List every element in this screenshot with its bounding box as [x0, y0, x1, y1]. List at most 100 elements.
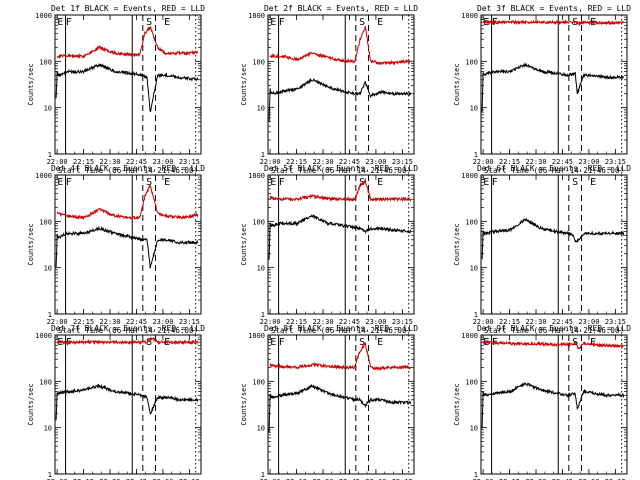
x-tick-label: 22:15	[499, 158, 520, 166]
region-label: S	[359, 17, 365, 28]
region-label: S	[359, 337, 365, 348]
y-tick-label: 1000	[461, 332, 478, 340]
y-tick-label: 100	[252, 58, 265, 66]
x-tick-label: 22:00	[260, 478, 281, 480]
panel-title: Det 2f BLACK = Events, RED = LLD	[264, 4, 418, 13]
x-tick-label: 23:15	[179, 158, 200, 166]
y-tick-label: 1000	[248, 12, 265, 20]
y-tick-label: 10	[257, 105, 265, 113]
lld-series-line	[56, 184, 199, 221]
y-axis-label: Counts/sec	[453, 223, 461, 265]
y-tick-label: 1000	[461, 12, 478, 20]
plot-frame	[267, 14, 415, 155]
region-label: S	[146, 337, 152, 348]
y-axis-label: Counts/sec	[453, 383, 461, 425]
region-label: E	[377, 337, 383, 348]
x-tick-label: 22:00	[260, 158, 281, 166]
panel-title: Det 3f BLACK = Events, RED = LLD	[477, 4, 631, 13]
plot-frame	[54, 334, 202, 475]
x-tick-label: 22:30	[312, 478, 333, 480]
x-tick-label: 22:30	[312, 158, 333, 166]
panel-title: Det 7f BLACK = Events, RED = LLD	[51, 324, 205, 333]
region-label: E	[270, 337, 276, 348]
y-tick-label: 10	[470, 265, 478, 273]
region-label: E	[377, 17, 383, 28]
detector-panel-8: Det 8f BLACK = Events, RED = LLD 1 10 100 10…	[240, 324, 418, 480]
lld-series-line	[482, 19, 625, 26]
region-label: E	[483, 177, 489, 188]
x-axis-label: Start Time (06-Mar-14 21:46:00)	[58, 166, 198, 175]
y-tick-label: 1	[261, 151, 265, 159]
x-tick-label: 22:30	[99, 318, 120, 326]
events-series-line	[481, 62, 625, 113]
x-tick-label: 23:00	[365, 318, 386, 326]
region-label: F	[279, 17, 285, 28]
lld-series-line	[56, 26, 199, 59]
x-tick-label: 23:15	[392, 478, 413, 480]
x-tick-label: 23:15	[179, 478, 200, 480]
region-label: F	[492, 177, 498, 188]
panel-title: Det 1f BLACK = Events, RED = LLD	[51, 4, 205, 13]
events-series-line	[268, 77, 412, 123]
x-tick-label: 22:45	[339, 318, 360, 326]
region-label: F	[66, 177, 72, 188]
x-tick-label: 22:00	[47, 318, 68, 326]
x-tick-label: 23:00	[578, 158, 599, 166]
x-tick-label: 22:45	[339, 158, 360, 166]
detector-panel-4: Det 4f BLACK = Events, RED = LLD 1 10 100 10…	[27, 164, 205, 335]
plot-frame	[480, 14, 628, 155]
y-axis-label: Counts/sec	[240, 383, 248, 425]
y-tick-label: 100	[465, 378, 478, 386]
region-label: E	[57, 177, 63, 188]
x-tick-label: 22:30	[525, 318, 546, 326]
plot-frame	[267, 334, 415, 475]
x-tick-label: 22:30	[99, 478, 120, 480]
x-tick-label: 22:00	[473, 478, 494, 480]
x-tick-label: 22:00	[47, 478, 68, 480]
panel-title: Det 4f BLACK = Events, RED = LLD	[51, 164, 205, 173]
panel-title: Det 6f BLACK = Events, RED = LLD	[477, 164, 631, 173]
events-series-line	[268, 383, 412, 433]
y-tick-label: 10	[257, 425, 265, 433]
y-axis-label: Counts/sec	[27, 63, 35, 105]
detector-panel-9: Det 9f BLACK = Events, RED = LLD 1 10 100 10…	[453, 324, 631, 480]
y-tick-label: 10	[44, 265, 52, 273]
region-label: E	[270, 177, 276, 188]
events-series-line	[481, 382, 625, 429]
x-tick-label: 22:15	[73, 478, 94, 480]
x-tick-label: 23:15	[605, 318, 626, 326]
region-label: F	[279, 337, 285, 348]
y-tick-label: 1	[261, 311, 265, 319]
events-series-line	[55, 383, 199, 421]
x-tick-label: 22:15	[286, 318, 307, 326]
region-label: F	[279, 177, 285, 188]
x-tick-label: 22:30	[525, 158, 546, 166]
x-tick-label: 23:15	[392, 318, 413, 326]
x-tick-label: 23:00	[152, 158, 173, 166]
y-tick-label: 100	[39, 378, 52, 386]
y-tick-label: 1	[48, 151, 52, 159]
y-tick-label: 10	[44, 105, 52, 113]
region-label: E	[57, 17, 63, 28]
events-series-line	[55, 63, 199, 113]
y-tick-label: 100	[252, 218, 265, 226]
events-series-line	[268, 214, 412, 260]
y-axis-label: Counts/sec	[240, 63, 248, 105]
lld-series-line	[56, 335, 199, 346]
detector-panel-6: Det 6f BLACK = Events, RED = LLD 1 10 100 10…	[453, 164, 631, 335]
x-axis-label: Start Time (06-Mar-14 21:46:00)	[271, 166, 411, 175]
lld-series-line	[482, 339, 625, 350]
x-tick-label: 22:00	[260, 318, 281, 326]
plot-frame	[480, 174, 628, 315]
y-tick-label: 1	[474, 151, 478, 159]
x-tick-label: 22:15	[73, 158, 94, 166]
x-tick-label: 23:00	[578, 318, 599, 326]
plot-frame	[267, 174, 415, 315]
x-tick-label: 22:00	[473, 318, 494, 326]
panel-title: Det 5f BLACK = Events, RED = LLD	[264, 164, 418, 173]
region-label: E	[377, 177, 383, 188]
lld-series-line	[269, 26, 411, 66]
panel-title: Det 9f BLACK = Events, RED = LLD	[477, 324, 631, 333]
x-tick-label: 22:30	[525, 478, 546, 480]
y-tick-label: 1	[474, 311, 478, 319]
